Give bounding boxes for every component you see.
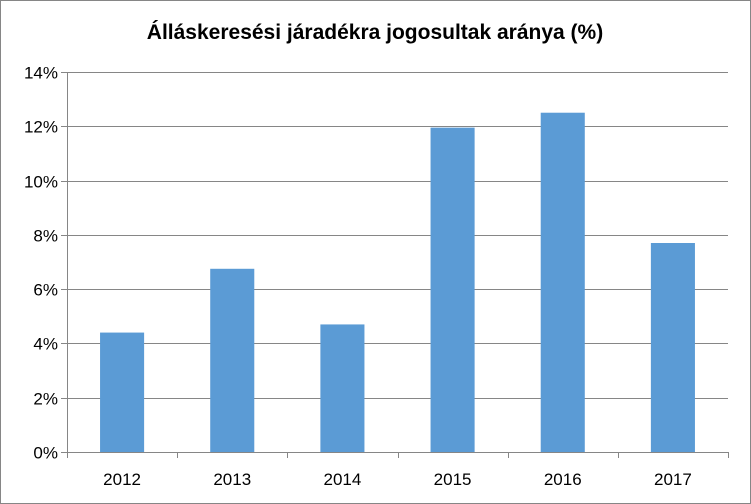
y-tick-label: 14%	[24, 64, 58, 83]
y-tick-label: 8%	[33, 227, 58, 246]
y-tick-label: 0%	[33, 444, 58, 463]
bar-2012	[100, 332, 145, 452]
y-tick-label: 4%	[33, 335, 58, 354]
axes	[61, 72, 729, 458]
bar-2016	[540, 112, 585, 452]
y-tick-label: 2%	[33, 390, 58, 409]
bars	[100, 112, 695, 453]
x-tick-label: 2014	[324, 470, 362, 489]
bar-2014	[320, 324, 365, 452]
x-tick-label: 2013	[213, 470, 251, 489]
bar-2013	[210, 268, 255, 452]
x-tick-label: 2012	[103, 470, 141, 489]
x-tick-label: 2017	[654, 470, 692, 489]
x-axis-tick-labels: 2012 2013 2014 2015 2016 2017	[103, 470, 692, 489]
y-tick-label: 12%	[24, 118, 58, 137]
bar-2015	[430, 127, 475, 453]
gridlines	[67, 72, 728, 399]
y-tick-label: 6%	[33, 281, 58, 300]
bar-2017	[650, 243, 695, 452]
chart-title: Álláskeresési járadékra jogosultak arány…	[147, 21, 603, 44]
y-axis-tick-labels: 0% 2% 4% 6% 8% 10% 12% 14%	[24, 64, 58, 463]
x-tick-label: 2016	[544, 470, 582, 489]
y-tick-label: 10%	[24, 173, 58, 192]
x-tick-label: 2015	[434, 470, 472, 489]
